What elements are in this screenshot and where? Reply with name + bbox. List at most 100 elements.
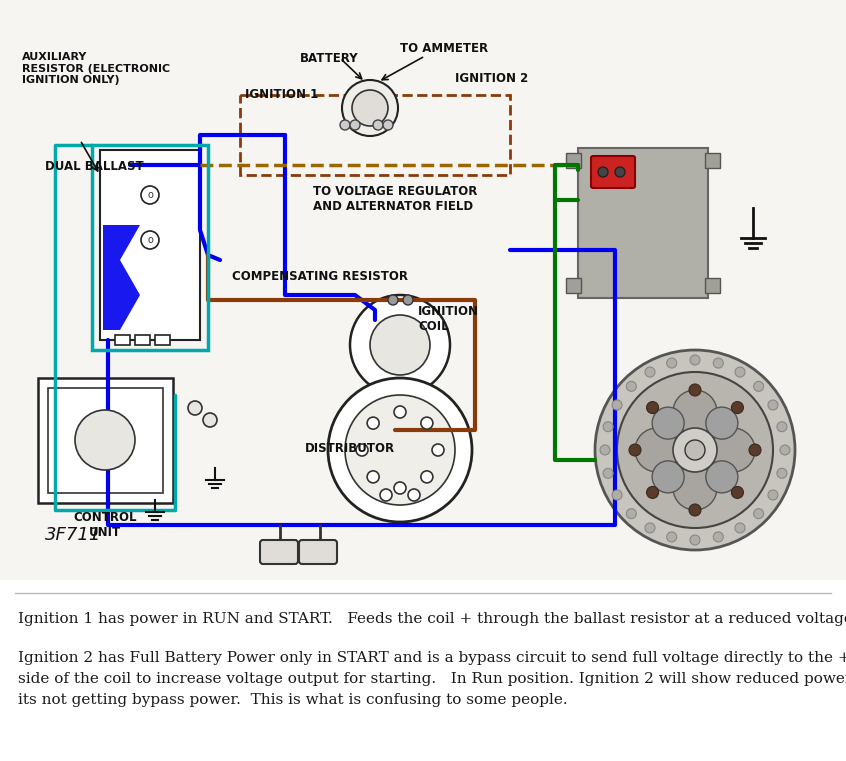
Circle shape — [328, 378, 472, 522]
Text: IGNITION 1: IGNITION 1 — [245, 88, 318, 101]
Circle shape — [673, 428, 717, 472]
Text: CONTROL
UNIT: CONTROL UNIT — [74, 511, 137, 539]
Circle shape — [749, 444, 761, 456]
Bar — [38, 378, 173, 503]
Circle shape — [350, 295, 450, 395]
Circle shape — [383, 120, 393, 130]
Text: o: o — [147, 190, 153, 200]
Polygon shape — [103, 165, 140, 330]
Bar — [566, 153, 581, 168]
Text: IGNITION
COIL: IGNITION COIL — [418, 305, 479, 333]
Circle shape — [735, 367, 745, 377]
Circle shape — [141, 231, 159, 249]
Circle shape — [732, 486, 744, 498]
Circle shape — [75, 410, 135, 470]
Circle shape — [777, 422, 787, 431]
Bar — [100, 150, 200, 340]
Bar — [155, 335, 170, 345]
FancyBboxPatch shape — [591, 156, 635, 188]
Text: Ignition 1 has power in RUN and START.   Feeds the coil + through the ballast re: Ignition 1 has power in RUN and START. F… — [18, 612, 846, 626]
Circle shape — [690, 355, 700, 365]
Circle shape — [595, 350, 795, 550]
Circle shape — [735, 523, 745, 533]
Circle shape — [652, 407, 684, 439]
Text: TO AMMETER: TO AMMETER — [400, 42, 488, 55]
Circle shape — [598, 167, 608, 177]
Bar — [0, 580, 846, 761]
Text: TO VOLTAGE REGULATOR
AND ALTERNATOR FIELD: TO VOLTAGE REGULATOR AND ALTERNATOR FIEL… — [313, 185, 477, 213]
Circle shape — [188, 401, 202, 415]
Circle shape — [394, 482, 406, 494]
Circle shape — [754, 508, 764, 519]
Text: COMPENSATING RESISTOR: COMPENSATING RESISTOR — [232, 270, 408, 283]
Circle shape — [203, 413, 217, 427]
Circle shape — [645, 523, 655, 533]
Circle shape — [635, 428, 679, 472]
Circle shape — [673, 390, 717, 434]
Circle shape — [612, 490, 622, 500]
Circle shape — [690, 535, 700, 545]
Circle shape — [403, 295, 413, 305]
Circle shape — [603, 468, 613, 479]
Text: o: o — [147, 235, 153, 245]
Text: side of the coil to increase voltage output for starting.   In Run position. Ign: side of the coil to increase voltage out… — [18, 672, 846, 686]
Circle shape — [342, 80, 398, 136]
Circle shape — [141, 186, 159, 204]
Circle shape — [711, 428, 755, 472]
Circle shape — [645, 367, 655, 377]
Circle shape — [777, 468, 787, 479]
Circle shape — [356, 444, 368, 456]
Circle shape — [420, 471, 433, 483]
Circle shape — [420, 417, 433, 429]
Circle shape — [612, 400, 622, 410]
Circle shape — [685, 440, 705, 460]
Text: Ignition 2 has Full Battery Power only in START and is a bypass circuit to send : Ignition 2 has Full Battery Power only i… — [18, 651, 846, 665]
Circle shape — [689, 384, 701, 396]
Circle shape — [432, 444, 444, 456]
Circle shape — [345, 395, 455, 505]
Circle shape — [350, 120, 360, 130]
Circle shape — [367, 471, 379, 483]
Text: DUAL BALLAST: DUAL BALLAST — [45, 160, 144, 173]
Circle shape — [768, 400, 778, 410]
Circle shape — [367, 417, 379, 429]
Bar — [135, 335, 150, 345]
FancyBboxPatch shape — [299, 540, 337, 564]
Bar — [578, 148, 708, 298]
Circle shape — [615, 167, 625, 177]
Text: 3F711: 3F711 — [45, 526, 102, 544]
Circle shape — [689, 504, 701, 516]
Circle shape — [603, 422, 613, 431]
Circle shape — [768, 490, 778, 500]
Bar — [115, 335, 130, 345]
FancyBboxPatch shape — [260, 540, 298, 564]
Circle shape — [646, 486, 658, 498]
Bar — [0, 0, 846, 580]
Bar — [705, 153, 720, 168]
Text: IGNITION 2: IGNITION 2 — [455, 72, 528, 85]
Circle shape — [370, 315, 430, 375]
Bar — [240, 95, 510, 175]
Circle shape — [600, 445, 610, 455]
Circle shape — [667, 358, 677, 368]
Text: DISTRIBUTOR: DISTRIBUTOR — [305, 441, 395, 454]
Circle shape — [754, 381, 764, 391]
Circle shape — [673, 466, 717, 510]
Circle shape — [626, 508, 636, 519]
Bar — [92, 145, 208, 350]
Bar — [566, 278, 581, 293]
Circle shape — [706, 461, 738, 493]
Circle shape — [373, 120, 383, 130]
Text: AUXILIARY
RESISTOR (ELECTRONIC
IGNITION ONLY): AUXILIARY RESISTOR (ELECTRONIC IGNITION … — [22, 52, 170, 85]
Circle shape — [667, 532, 677, 542]
Text: BATTERY: BATTERY — [300, 52, 359, 65]
Circle shape — [629, 444, 641, 456]
Circle shape — [780, 445, 790, 455]
Circle shape — [340, 120, 350, 130]
Circle shape — [617, 372, 773, 528]
Text: its not getting bypass power.  This is what is confusing to some people.: its not getting bypass power. This is wh… — [18, 693, 568, 707]
Circle shape — [388, 295, 398, 305]
Bar — [705, 278, 720, 293]
Circle shape — [408, 489, 420, 501]
Bar — [48, 388, 163, 493]
